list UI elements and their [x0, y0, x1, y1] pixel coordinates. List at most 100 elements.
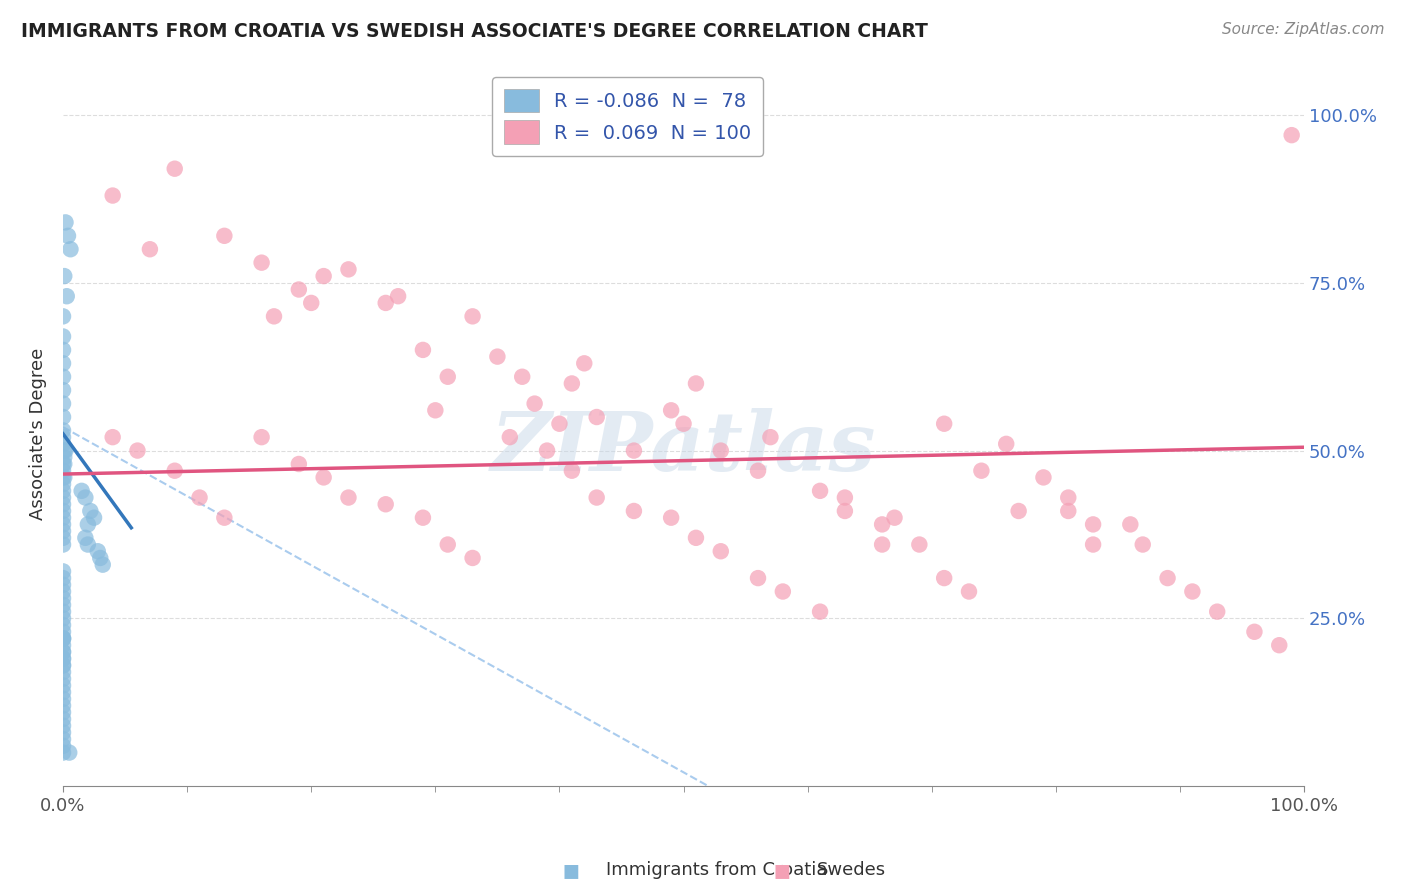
- Point: [55, 215, 77, 229]
- Point: [70, 483, 93, 498]
- Point: [548, 417, 571, 431]
- Point: [52, 383, 75, 397]
- Point: [58, 746, 80, 760]
- Point: [53, 269, 76, 284]
- Point: [957, 584, 980, 599]
- Point: [412, 510, 434, 524]
- Point: [55, 289, 77, 303]
- Point: [53, 457, 76, 471]
- Point: [461, 310, 484, 324]
- Point: [52, 584, 75, 599]
- Point: [1032, 470, 1054, 484]
- Point: [759, 430, 782, 444]
- Point: [499, 430, 522, 444]
- Point: [52, 698, 75, 713]
- Point: [52, 651, 75, 665]
- Point: [52, 510, 75, 524]
- Point: [1132, 537, 1154, 551]
- Point: [659, 403, 682, 417]
- Point: [883, 510, 905, 524]
- Point: [585, 491, 607, 505]
- Point: [53, 470, 76, 484]
- Point: [1243, 624, 1265, 639]
- Point: [1281, 128, 1303, 143]
- Point: [1206, 605, 1229, 619]
- Point: [52, 578, 75, 592]
- Point: [995, 437, 1018, 451]
- Point: [1081, 537, 1104, 551]
- Point: [52, 524, 75, 538]
- Point: [52, 571, 75, 585]
- Point: [52, 638, 75, 652]
- Point: [52, 477, 75, 491]
- Point: [374, 497, 396, 511]
- Point: [163, 464, 186, 478]
- Point: [250, 255, 273, 269]
- Point: [52, 329, 75, 343]
- Point: [337, 491, 360, 505]
- Point: [52, 712, 75, 726]
- Point: [91, 558, 114, 572]
- Point: [52, 725, 75, 739]
- Point: [52, 611, 75, 625]
- Point: [425, 403, 447, 417]
- Point: [52, 430, 75, 444]
- Point: [52, 624, 75, 639]
- Point: [970, 464, 993, 478]
- Point: [52, 746, 75, 760]
- Point: [870, 537, 893, 551]
- Point: [79, 504, 101, 518]
- Point: [561, 376, 583, 391]
- Point: [52, 410, 75, 425]
- Point: [685, 531, 707, 545]
- Point: [75, 491, 97, 505]
- Text: Immigrants from Croatia: Immigrants from Croatia: [606, 861, 828, 879]
- Text: ZIPatlas: ZIPatlas: [491, 408, 876, 488]
- Text: IMMIGRANTS FROM CROATIA VS SWEDISH ASSOCIATE'S DEGREE CORRELATION CHART: IMMIGRANTS FROM CROATIA VS SWEDISH ASSOC…: [21, 22, 928, 41]
- Point: [52, 605, 75, 619]
- Point: [1268, 638, 1291, 652]
- Point: [672, 417, 695, 431]
- Point: [585, 410, 607, 425]
- Text: ▪: ▪: [773, 855, 792, 884]
- Point: [312, 269, 335, 284]
- Text: Source: ZipAtlas.com: Source: ZipAtlas.com: [1222, 22, 1385, 37]
- Point: [52, 457, 75, 471]
- Point: [374, 296, 396, 310]
- Point: [263, 310, 285, 324]
- Point: [89, 551, 111, 566]
- Point: [53, 443, 76, 458]
- Point: [486, 350, 509, 364]
- Point: [139, 242, 162, 256]
- Point: [52, 464, 75, 478]
- Point: [574, 356, 596, 370]
- Point: [59, 242, 82, 256]
- Point: [52, 343, 75, 357]
- Point: [834, 491, 856, 505]
- Point: [87, 544, 110, 558]
- Point: [101, 430, 124, 444]
- Point: [52, 692, 75, 706]
- Point: [52, 632, 75, 646]
- Point: [1156, 571, 1178, 585]
- Point: [52, 739, 75, 753]
- Point: [52, 658, 75, 673]
- Point: [52, 672, 75, 686]
- Point: [536, 443, 558, 458]
- Point: [1007, 504, 1029, 518]
- Point: [412, 343, 434, 357]
- Point: [52, 310, 75, 324]
- Point: [163, 161, 186, 176]
- Point: [52, 356, 75, 370]
- Point: [101, 188, 124, 202]
- Y-axis label: Associate's Degree: Associate's Degree: [30, 348, 46, 520]
- Point: [52, 645, 75, 659]
- Point: [1119, 517, 1142, 532]
- Point: [75, 531, 97, 545]
- Point: [288, 457, 311, 471]
- Point: [1057, 491, 1080, 505]
- Point: [561, 464, 583, 478]
- Point: [934, 571, 956, 585]
- Point: [52, 504, 75, 518]
- Point: [808, 483, 831, 498]
